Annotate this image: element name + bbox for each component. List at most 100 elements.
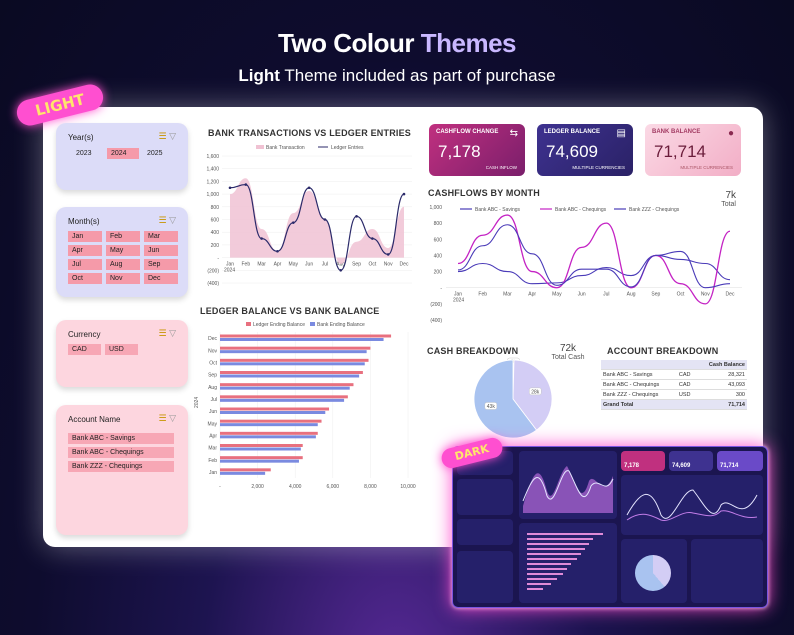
legend-label: Bank ZZZ - Chequings bbox=[629, 207, 680, 213]
currency-slicer-title: Currency bbox=[68, 330, 101, 339]
table-header-cell: Cash Balance bbox=[696, 360, 747, 370]
ledger-point bbox=[291, 221, 295, 224]
multi-select-filter-icons[interactable]: ☰ ▽ bbox=[158, 215, 177, 225]
x-tick-label: Jun bbox=[578, 292, 586, 298]
dark-panel bbox=[621, 539, 687, 603]
dark-kpi: 7,178 bbox=[621, 451, 665, 471]
dark-panel bbox=[519, 523, 617, 603]
x-tick-label: Jul bbox=[603, 292, 609, 298]
account-breakdown-title: ACCOUNT BREAKDOWN bbox=[607, 346, 719, 356]
month-jan[interactable]: Jan bbox=[68, 231, 102, 242]
cashflow-series-line bbox=[457, 254, 731, 285]
legend-label: Bank ABC - Chequings bbox=[555, 207, 607, 213]
month-sep[interactable]: Sep bbox=[144, 259, 178, 270]
page-heading: Two Colour Themes bbox=[0, 28, 794, 59]
table-cell: 71,714 bbox=[696, 399, 747, 410]
x-tick-label: 2,000 bbox=[251, 484, 264, 490]
x-tick-label: 8,000 bbox=[364, 484, 377, 490]
cash-breakdown-title: CASH BREAKDOWN bbox=[427, 346, 519, 356]
month-mar[interactable]: Mar bbox=[144, 231, 178, 242]
ledger-bar bbox=[220, 419, 322, 423]
bank-bar bbox=[220, 350, 367, 354]
y-tick-label: 600 bbox=[211, 218, 220, 224]
heading-part-2: Themes bbox=[420, 28, 517, 58]
y-tick-label: 600 bbox=[434, 237, 443, 243]
dark-line-thumb bbox=[626, 489, 758, 521]
account-zzz-chequings[interactable]: Bank ZZZ - Chequings bbox=[68, 461, 174, 472]
kpi-label: LEDGER BALANCE bbox=[544, 129, 601, 135]
multi-select-filter-icons[interactable]: ☰ ▽ bbox=[158, 328, 177, 338]
dark-series-line bbox=[626, 489, 758, 519]
x-tick-label: Nov bbox=[701, 292, 710, 298]
x-tick-label: Nov bbox=[384, 262, 393, 268]
y-tick-label: 1,000 bbox=[206, 192, 219, 198]
currency-cad[interactable]: CAD bbox=[68, 344, 101, 355]
kpi-ledger-balance: LEDGER BALANCE ▤ 74,609 MULTIPLE CURRENC… bbox=[537, 124, 633, 176]
kpi-value: 7,178 bbox=[438, 142, 481, 161]
year-2024[interactable]: 2024 bbox=[107, 148, 139, 159]
y-tick-label: 1,200 bbox=[206, 179, 219, 185]
x-tick-label: Jul bbox=[322, 262, 328, 268]
pie-slice bbox=[473, 359, 538, 439]
pie-slice bbox=[512, 359, 553, 431]
bank-vs-ledger-chart: 1,600 1,400 1,200 1,000 800 600 400 200 - (200) (4… bbox=[206, 145, 412, 287]
subheading-rest: Theme included as part of purchase bbox=[284, 66, 556, 85]
multi-select-filter-icons[interactable]: ☰ ▽ bbox=[158, 131, 177, 141]
x-tick-label: Dec bbox=[400, 262, 409, 268]
x-tick-label: Dec bbox=[726, 292, 735, 298]
dark-bar bbox=[527, 568, 567, 570]
ledger-bar bbox=[220, 456, 303, 460]
multi-select-filter-icons[interactable]: ☰ ▽ bbox=[158, 413, 177, 423]
table-row: Bank ABC - Chequings CAD 43,093 bbox=[601, 379, 747, 390]
month-aug[interactable]: Aug bbox=[106, 259, 140, 270]
month-jul[interactable]: Jul bbox=[68, 259, 102, 270]
dark-bar-thumb bbox=[527, 533, 603, 590]
month-dec[interactable]: Dec bbox=[144, 273, 178, 284]
subheading-bold: Light bbox=[238, 66, 280, 85]
table-row: Bank ZZZ - Chequings USD 300 bbox=[601, 389, 747, 400]
ledger-entries-line bbox=[229, 183, 405, 271]
dark-series-line bbox=[626, 510, 758, 521]
ledger-point bbox=[355, 215, 358, 218]
x-tick-label: Apr bbox=[528, 292, 536, 298]
year-label: 2024 bbox=[224, 268, 235, 274]
legend-swatch bbox=[310, 322, 315, 326]
bank-bar bbox=[220, 423, 318, 427]
month-apr[interactable]: Apr bbox=[68, 245, 102, 256]
pie-label-box bbox=[529, 387, 542, 396]
cashflow-total-label: Total bbox=[721, 201, 736, 208]
currency-usd[interactable]: USD bbox=[105, 344, 138, 355]
y-tick-label: 400 bbox=[434, 253, 443, 259]
y-tick-label: 200 bbox=[211, 243, 220, 249]
y-tick-label: 800 bbox=[434, 221, 443, 227]
dark-area-shape bbox=[523, 466, 613, 513]
dark-bar bbox=[527, 583, 551, 585]
year-2023[interactable]: 2023 bbox=[76, 150, 92, 157]
dark-pie-thumb bbox=[635, 555, 671, 591]
month-jun[interactable]: Jun bbox=[144, 245, 178, 256]
y-tick-label: 1,600 bbox=[206, 154, 219, 160]
table-cell: 300 bbox=[696, 389, 747, 400]
x-tick-label: Mar bbox=[503, 292, 512, 298]
legend-label: Bank Transaction bbox=[266, 145, 305, 151]
month-nov[interactable]: Nov bbox=[106, 273, 140, 284]
month-feb[interactable]: Feb bbox=[106, 231, 140, 242]
month-may[interactable]: May bbox=[106, 245, 140, 256]
page-subheading: Light Theme included as part of purchase bbox=[0, 66, 794, 86]
ledger-point bbox=[323, 218, 327, 221]
year-slicer-title: Year(s) bbox=[68, 133, 94, 142]
ledger-bar bbox=[220, 346, 371, 350]
dark-bar bbox=[527, 533, 603, 535]
x-tick-label: Sep bbox=[352, 262, 361, 268]
bank-transaction-area bbox=[230, 178, 404, 264]
month-oct[interactable]: Oct bbox=[68, 273, 102, 284]
account-abc-savings[interactable]: Bank ABC - Savings bbox=[68, 433, 174, 444]
year-2025[interactable]: 2025 bbox=[147, 150, 163, 157]
dark-bar bbox=[527, 538, 593, 540]
table-row: Bank ABC - Savings CAD 28,321 bbox=[601, 369, 747, 380]
y-tick-label: Sep bbox=[208, 373, 217, 379]
y-tick-label: May bbox=[208, 421, 218, 427]
table-cell: Bank ZZZ - Chequings bbox=[601, 389, 677, 400]
account-abc-chequings[interactable]: Bank ABC - Chequings bbox=[68, 447, 174, 458]
